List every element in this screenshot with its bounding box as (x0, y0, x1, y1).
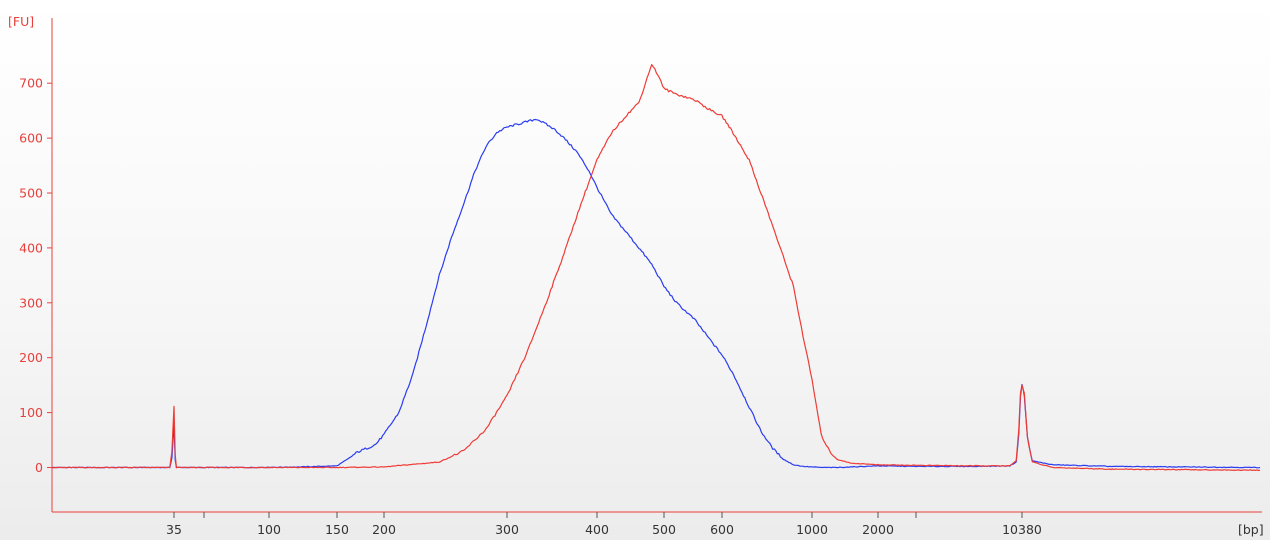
blue-trace-series (51, 118, 1261, 469)
axes: 0 100 200 300 400 500 600 700 35 100 150 200 300 400 5… (19, 18, 1262, 537)
x-tick-label: 400 (585, 522, 609, 537)
x-tick-label: 1000 (796, 522, 828, 537)
x-tick-label: 10380 (1002, 522, 1042, 537)
y-tick-label: 500 (19, 186, 43, 201)
y-tick-label: 100 (19, 405, 43, 420)
y-tick-label: 700 (19, 76, 43, 91)
x-tick-label: 300 (495, 522, 519, 537)
x-tick-label: 150 (325, 522, 349, 537)
y-tick-label: 400 (19, 240, 43, 255)
series-layer (51, 63, 1261, 472)
y-tick-label: 0 (35, 460, 43, 475)
y-axis-unit-label: [FU] (8, 14, 34, 29)
x-tick-label: 200 (372, 522, 396, 537)
x-tick-label: 35 (166, 522, 182, 537)
x-tick-label: 100 (257, 522, 281, 537)
x-tick-label: 2000 (862, 522, 894, 537)
x-axis-unit-label: [bp] (1238, 522, 1264, 537)
y-tick-label: 300 (19, 295, 43, 310)
red-trace-series (52, 63, 1261, 472)
x-tick-label: 500 (652, 522, 676, 537)
y-tick-label: 200 (19, 350, 43, 365)
y-tick-label: 600 (19, 131, 43, 146)
x-tick-label: 600 (710, 522, 734, 537)
